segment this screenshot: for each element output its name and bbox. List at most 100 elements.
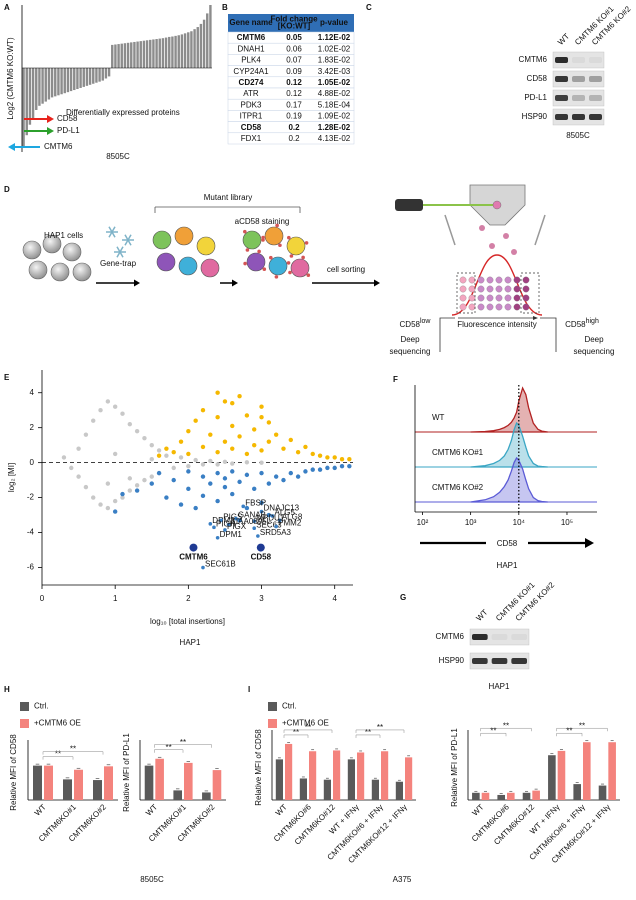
point [178,502,184,507]
table-header: [KO:WT] [278,22,311,31]
point [76,446,81,451]
sorted-cell [468,294,476,302]
sorted-cell [504,303,512,311]
point [241,504,246,509]
blot-band [491,658,508,664]
table-cell: 1.83E-02 [318,56,351,65]
table-cell: 1.28E-02 [318,123,351,132]
sorted-cell [513,285,521,293]
panel-letter: E [4,373,10,382]
legend-swatch [268,719,277,728]
significance-bracket [154,744,212,748]
legend-label: Ctrl. [282,702,297,711]
table-row-bg [227,132,355,145]
bar [285,743,293,800]
arrow-head [47,115,54,123]
point [186,451,191,457]
sorted-cell [459,276,467,284]
virus [119,251,124,258]
point [208,458,213,464]
point [193,418,198,423]
antibody [287,235,291,240]
point [215,414,220,420]
bar [405,757,413,800]
bar [114,44,117,68]
point [266,420,272,425]
lane-label: WT [474,608,489,623]
x-tick-label: 10² [417,518,429,527]
bar [66,68,70,93]
blot-band [572,76,585,82]
significance-bracket [355,729,405,733]
bar [136,41,139,68]
bar [85,68,89,86]
histogram [470,421,548,468]
bar [347,759,355,800]
x-tick-label: WT [144,802,159,817]
point [317,467,323,472]
bar [92,68,95,84]
point [215,470,220,476]
point [61,455,67,460]
bar [381,751,389,800]
droplet [479,225,485,231]
significance-bracket [556,732,583,737]
panel-letter: G [400,593,406,602]
point [270,514,275,518]
bar [54,68,57,97]
table-cell: 3.42E-03 [318,67,351,76]
sorted-cell [486,276,494,284]
table-cell: 0.2 [288,134,300,143]
point [281,446,286,451]
sorted-cell [486,285,494,293]
panel-letter: B [222,3,228,12]
point [200,408,206,413]
virus [124,234,129,241]
virus [116,246,121,253]
table-cell: CMTM6 [237,33,266,42]
point [186,463,191,469]
point [142,435,147,441]
point-label: CMTM6 [179,553,208,562]
point-label: SEC63 [256,520,282,529]
point [310,451,315,457]
antibody [243,261,247,266]
point [120,495,125,500]
point [91,495,96,500]
droplet [489,243,495,249]
x-tick-label: 10³ [465,518,477,527]
y-tick-label: 4 [30,388,35,397]
point [252,442,257,448]
blot-band [555,114,568,120]
point [244,451,250,457]
significance-label: ** [55,750,61,759]
stained-cell [242,230,262,250]
arrow-head [8,143,15,151]
gate-high [520,272,540,314]
point [112,509,118,514]
bar [196,27,199,68]
histogram [470,386,548,433]
bar [33,765,42,800]
blot-band [511,658,527,664]
bar [142,40,146,68]
virus [116,251,121,258]
bar [168,36,171,68]
bar [206,13,209,68]
point [259,470,264,476]
blot-band [589,114,602,120]
point [244,460,250,465]
point [215,449,220,455]
gate-label: CD58high [565,318,599,329]
lane-label: WT [556,32,571,47]
point [303,469,308,474]
point [259,404,264,409]
bar [22,68,25,148]
point [112,498,118,504]
antibody [274,275,279,279]
bar [111,44,114,68]
arrow-head [232,279,238,287]
point [230,469,235,474]
arrow-head [533,316,538,320]
